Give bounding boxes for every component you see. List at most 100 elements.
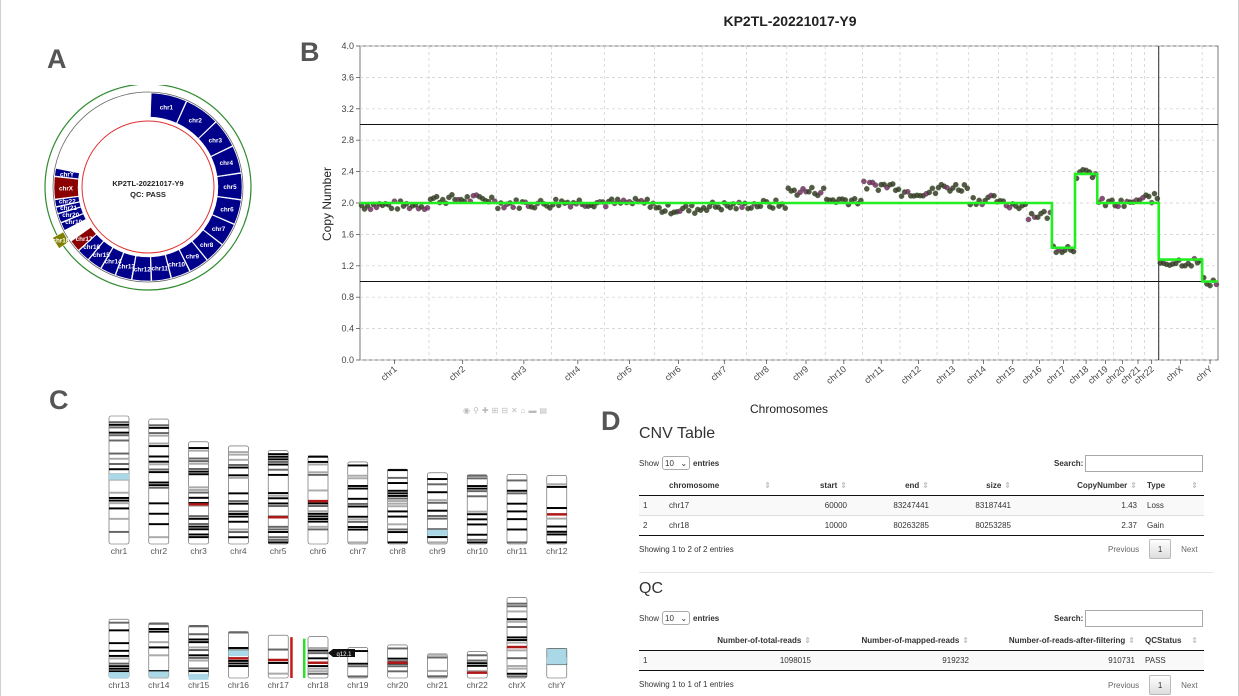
previous-button[interactable]: Previous <box>1108 544 1140 554</box>
cytoband <box>347 675 368 678</box>
ideogram-chr11[interactable]: chr11 <box>507 474 528 556</box>
qc-col-mapped-reads[interactable]: Number-of-mapped-reads ⇕ <box>817 631 975 651</box>
compare-icon[interactable]: ▤ <box>539 406 548 415</box>
ideogram-chr9[interactable]: chr9 <box>427 472 448 556</box>
cytoband <box>308 652 328 655</box>
x-tick-label: chr13 <box>933 364 957 386</box>
zoom-out-icon[interactable]: ⊟ <box>501 406 508 415</box>
acrocentric-band <box>228 650 249 657</box>
cytoband <box>109 496 129 499</box>
cnv-col-chromosome[interactable]: chromosome ⇕ <box>665 476 777 496</box>
cytoband <box>109 439 129 442</box>
ideogram-chr22[interactable]: chr22 <box>467 651 489 690</box>
ideogram-chr13[interactable]: chr13 <box>108 618 130 690</box>
circos-segment-chr6 <box>212 196 242 225</box>
cnv-search-input[interactable] <box>1085 455 1204 472</box>
cell-type: Loss <box>1143 495 1204 516</box>
cytoband <box>188 449 209 452</box>
cnv-col-type[interactable]: Type ⇕ <box>1143 476 1204 496</box>
x-tick-label: chr16 <box>1020 364 1044 386</box>
cytoband <box>347 464 368 467</box>
qc-length-select[interactable]: 10 ⌄ <box>662 611 691 625</box>
ideogram-chr1[interactable]: chr1 <box>108 415 130 556</box>
ideogram-chr3[interactable]: chr3 <box>188 441 209 556</box>
qc-col-index[interactable] <box>639 631 665 651</box>
table-row[interactable]: 1 1098015 919232 910731 PASS <box>639 650 1204 671</box>
camera-icon[interactable]: ◉ <box>463 406 470 415</box>
qc-col-filtered-reads[interactable]: Number-of-reads-after-filtering ⇕ <box>975 631 1141 651</box>
previous-button[interactable]: Previous <box>1108 680 1140 690</box>
cytoband <box>467 495 488 498</box>
ideogram-chrX[interactable]: chrX <box>506 597 528 690</box>
cytoband <box>109 463 129 465</box>
cytoband <box>228 520 249 523</box>
cytoband <box>228 536 249 539</box>
table-row[interactable]: 1 chr17 60000 83247441 83187441 1.43 Los… <box>639 495 1204 516</box>
home-icon[interactable]: ⌂ <box>520 406 526 415</box>
ideogram-chr2[interactable]: chr2 <box>148 418 170 556</box>
cytoband <box>427 517 448 520</box>
cytoband <box>228 515 249 518</box>
cnv-length-select[interactable]: 10 ⌄ <box>662 456 691 470</box>
ideogram-chrY[interactable]: chrY <box>546 648 568 690</box>
qc-search: Search: <box>1054 610 1204 627</box>
cnv-col-start[interactable]: start ⇕ <box>777 476 853 496</box>
x-tick-label: chr4 <box>562 364 582 383</box>
bin-point <box>1006 204 1013 211</box>
bin-point <box>449 191 455 198</box>
ideogram-chr12[interactable]: chr12 <box>546 475 568 556</box>
cytoband <box>308 672 328 675</box>
cell-chromosome: chr18 <box>665 515 777 536</box>
cell-qc-status: PASS <box>1141 650 1204 671</box>
circos-segment-chr19 <box>60 213 87 231</box>
y-tick-label: 2.0 <box>341 198 354 208</box>
ideogram-chr20[interactable]: chr20 <box>387 644 409 690</box>
ideogram-chr14[interactable]: chr14 <box>148 622 170 690</box>
circos-segment-chr20 <box>57 206 84 223</box>
cytoband <box>427 483 448 486</box>
cytoband <box>268 453 289 456</box>
spike-icon[interactable]: ▬ <box>528 406 537 415</box>
chromosome-label: chr14 <box>148 680 170 690</box>
ideogram-chr7[interactable]: chr7 <box>347 461 369 556</box>
bin-point <box>904 188 911 195</box>
chromosome-body <box>506 474 528 545</box>
chromosome-label: chr20 <box>387 680 409 690</box>
page-button[interactable]: 1 <box>1149 675 1172 695</box>
pan-icon[interactable]: ✚ <box>481 406 489 415</box>
bin-point <box>733 205 739 212</box>
cytoband <box>347 528 368 531</box>
qc-search-input[interactable] <box>1085 610 1204 627</box>
qc-col-status[interactable]: QCStatus ⇕ <box>1141 631 1204 651</box>
bin-point <box>817 189 824 196</box>
sort-icon: ⇕ <box>804 636 811 645</box>
table-row[interactable]: 2 chr18 10000 80263285 80253285 2.37 Gai… <box>639 515 1204 536</box>
cytoband <box>387 510 408 513</box>
ideogram-chr8[interactable]: chr8 <box>387 468 408 556</box>
ideogram-chr5[interactable]: chr5 <box>267 450 289 556</box>
autoscale-icon[interactable]: ✕ <box>510 406 518 415</box>
ideogram-chr21[interactable]: chr21 <box>427 653 449 690</box>
circos-segment-chr9 <box>179 241 208 272</box>
page-button[interactable]: 1 <box>1149 539 1172 559</box>
circos-sample-label: KP2TL-20221017-Y9 <box>112 179 183 188</box>
next-button[interactable]: Next <box>1181 680 1198 690</box>
qc-col-total-reads[interactable]: Number-of-total-reads ⇕ <box>665 631 817 651</box>
ideogram-chr17[interactable]: chr17 <box>268 634 290 690</box>
ideogram-chr10[interactable]: chr10 <box>467 474 489 556</box>
cytoband <box>507 602 527 605</box>
ideogram-chr16[interactable]: chr16 <box>228 631 250 690</box>
cnv-col-size[interactable]: size ⇕ <box>935 476 1017 496</box>
ideogram-chr15[interactable]: chr15 <box>188 625 210 690</box>
zoom-icon[interactable]: ⚲ <box>472 406 479 415</box>
cnv-col-copynumber[interactable]: CopyNumber ⇕ <box>1017 476 1143 496</box>
ideogram-chr6[interactable]: chr6 <box>307 455 329 556</box>
ideogram-chr18[interactable]: chr18 <box>307 636 329 690</box>
next-button[interactable]: Next <box>1181 544 1198 554</box>
circos-segment-chr12 <box>131 255 152 282</box>
entries-label: entries <box>693 458 720 468</box>
cnv-col-index[interactable] <box>639 476 665 496</box>
cnv-col-end[interactable]: end ⇕ <box>853 476 935 496</box>
ideogram-chr4[interactable]: chr4 <box>228 445 249 556</box>
zoom-in-icon[interactable]: ⊞ <box>491 406 499 415</box>
